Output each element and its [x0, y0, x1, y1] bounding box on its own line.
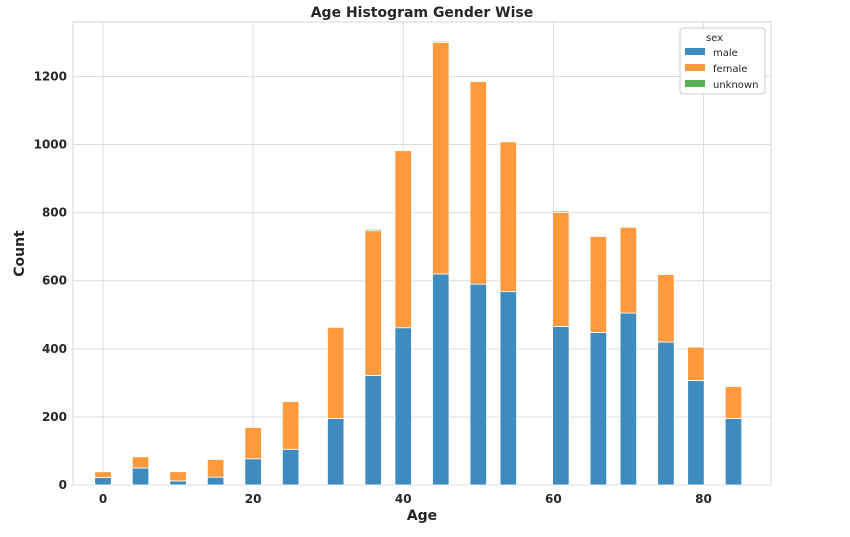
bar-female: [469, 81, 487, 285]
bar-male: [244, 458, 262, 486]
bar-unknown: [552, 210, 570, 213]
bar-female: [394, 150, 412, 329]
y-tick-label: 0: [59, 478, 67, 492]
legend-swatch-male: [685, 48, 705, 55]
bar-male: [432, 273, 450, 486]
bar-male: [327, 418, 345, 486]
bar-male: [589, 332, 608, 486]
bar-male: [469, 283, 487, 486]
legend-title: sex: [706, 33, 723, 44]
bar-male: [499, 291, 517, 486]
y-tick-label: 600: [42, 274, 67, 288]
bar-female: [432, 42, 450, 275]
x-tick-label: 0: [99, 492, 107, 506]
bar-female: [619, 226, 638, 314]
bar-female: [724, 386, 743, 420]
y-tick-labels: 0 200 400 600 800 1000 1200: [34, 69, 67, 492]
y-tick-label: 800: [42, 206, 67, 220]
x-tick-label: 20: [245, 492, 262, 506]
x-tick-labels: 0 20 40 60 80: [99, 492, 712, 506]
chart-title: Age Histogram Gender Wise: [311, 5, 534, 21]
plot-area: [72, 21, 772, 486]
bar-female: [94, 471, 112, 478]
bars: [94, 41, 743, 486]
bar-female: [657, 274, 675, 343]
bar-unknown: [432, 41, 450, 43]
bar-male: [552, 325, 570, 486]
y-tick-label: 400: [42, 342, 67, 356]
legend-label-unknown: unknown: [713, 80, 758, 91]
y-tick-label: 1000: [34, 138, 67, 152]
bar-male: [724, 418, 743, 486]
bar-male: [657, 341, 675, 486]
bar-female: [131, 456, 150, 469]
x-tick-label: 60: [545, 492, 562, 506]
bar-female: [687, 346, 705, 381]
bar-male: [206, 476, 225, 486]
bar-female: [206, 459, 225, 478]
y-axis-label: Count: [12, 230, 28, 277]
bar-unknown: [364, 228, 382, 232]
bar-female: [244, 427, 262, 460]
legend-swatch-unknown: [685, 80, 705, 87]
bar-female: [327, 326, 345, 420]
bar-female: [499, 141, 517, 293]
legend-box: [679, 27, 766, 95]
y-tick-label: 1200: [34, 69, 67, 83]
bar-male: [619, 312, 638, 486]
legend: sex male female unknown: [679, 27, 766, 95]
grid-lines: [73, 22, 771, 486]
legend-items: male female unknown: [685, 48, 758, 91]
legend-label-male: male: [713, 48, 738, 59]
bar-female: [552, 211, 570, 327]
bar-male: [94, 477, 112, 486]
bar-female: [589, 236, 608, 333]
bar-male: [131, 467, 150, 486]
bar-female: [169, 471, 187, 482]
x-tick-label: 80: [695, 492, 712, 506]
x-axis-label: Age: [407, 508, 437, 524]
legend-label-female: female: [713, 64, 747, 75]
y-tick-label: 200: [42, 410, 67, 424]
bar-male: [687, 380, 705, 486]
legend-swatch-female: [685, 64, 705, 71]
x-tick-label: 40: [395, 492, 412, 506]
bar-male: [364, 374, 382, 486]
bar-female: [281, 401, 300, 450]
bar-male: [169, 480, 187, 486]
bar-male: [394, 327, 412, 486]
bar-male: [281, 448, 300, 486]
bar-female: [364, 230, 382, 376]
